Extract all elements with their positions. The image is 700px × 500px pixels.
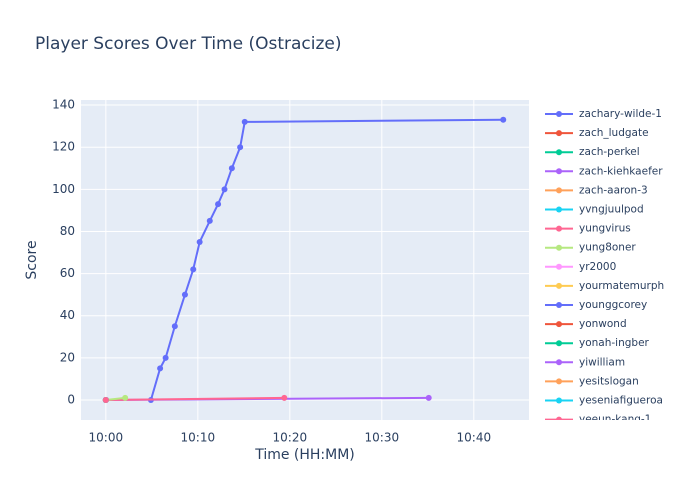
- legend-marker: [556, 282, 562, 289]
- legend-marker: [556, 340, 562, 347]
- y-tick-label: 140: [52, 98, 75, 112]
- data-point: [102, 396, 109, 403]
- legend-label: yourmatemurph: [579, 280, 664, 292]
- data-point: [162, 354, 169, 361]
- legend-label: yesitslogan: [579, 375, 639, 387]
- series-line: [105, 396, 285, 401]
- data-point: [196, 238, 203, 245]
- y-axis-title: Score: [24, 240, 40, 279]
- legend-label: yung8oner: [579, 242, 636, 254]
- y-tick-label: 80: [60, 224, 75, 238]
- legend-marker: [556, 187, 562, 194]
- x-axis-title: Time (HH:MM): [254, 447, 355, 463]
- data-point: [425, 394, 432, 401]
- x-tick-label: 10:10: [181, 431, 216, 445]
- plot-area: [81, 100, 529, 420]
- legend-label: zach-aaron-3: [579, 184, 648, 196]
- legend-label: yvngjuulpod: [579, 204, 644, 216]
- legend-marker: [556, 168, 562, 175]
- series-line: [149, 118, 504, 401]
- x-tick-label: 10:20: [273, 431, 308, 445]
- data-point: [281, 394, 288, 401]
- legend-marker: [556, 302, 562, 308]
- y-tick-label: 0: [67, 392, 75, 406]
- data-point: [215, 201, 222, 208]
- legend-marker: [556, 244, 562, 251]
- data-point: [171, 323, 178, 330]
- legend-label: yiwilliam: [579, 356, 625, 368]
- legend-marker: [556, 416, 562, 420]
- legend-marker: [556, 378, 562, 385]
- legend-marker: [556, 149, 562, 156]
- legend-marker: [556, 321, 562, 328]
- legend-label: yonah-ingber: [579, 337, 650, 349]
- legend-marker: [556, 397, 562, 404]
- x-tick-label: 10:00: [89, 431, 124, 445]
- y-tick-label: 100: [52, 182, 75, 196]
- legend-label: zach_ludgate: [579, 127, 649, 139]
- legend-label: zach-perkel: [579, 146, 640, 158]
- y-tick-label: 40: [60, 308, 75, 322]
- legend-marker: [556, 206, 562, 213]
- legend-marker: [556, 225, 562, 232]
- legend-marker: [556, 359, 562, 366]
- data-point: [190, 266, 197, 273]
- x-tick-label: 10:40: [457, 431, 492, 445]
- legend-label: younggcorey: [579, 299, 647, 311]
- legend-marker: [556, 111, 562, 117]
- x-tick-label: 10:30: [365, 431, 400, 445]
- series-line: [105, 396, 126, 401]
- data-point: [157, 365, 164, 372]
- legend-label: yeeun-kang-1: [579, 414, 651, 426]
- y-tick-label: 120: [52, 140, 75, 154]
- legend-label: yeseniafigueroa: [579, 395, 663, 407]
- data-point: [241, 118, 248, 125]
- data-point: [181, 291, 188, 298]
- chart-title: Player Scores Over Time (Ostracize): [35, 34, 342, 54]
- data-point: [500, 116, 507, 123]
- legend-label: yonwond: [579, 318, 627, 330]
- data-point: [228, 165, 235, 172]
- y-tick-label: 20: [60, 350, 75, 364]
- legend-label: zachary-wilde-1: [579, 108, 662, 120]
- legend-marker: [556, 263, 562, 270]
- legend-marker: [556, 130, 562, 137]
- y-tick-label: 60: [60, 266, 75, 280]
- legend-label: yungvirus: [579, 223, 631, 235]
- data-point: [221, 186, 228, 193]
- data-point: [122, 394, 129, 401]
- data-point: [237, 144, 244, 151]
- legend-label: zach-kiehkaefer: [579, 165, 663, 177]
- data-point: [206, 217, 213, 224]
- legend-label: yr2000: [579, 261, 616, 273]
